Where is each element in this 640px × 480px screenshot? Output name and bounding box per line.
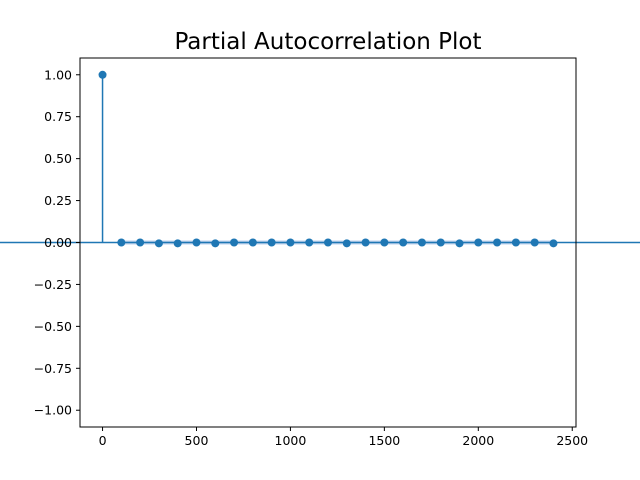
y-tick-label: 0.50	[44, 151, 72, 166]
data-point	[305, 238, 314, 247]
y-tick-label: −0.50	[34, 319, 72, 334]
x-tick-label: 2000	[462, 433, 494, 448]
x-tick-label: 0	[99, 433, 107, 448]
data-point	[324, 238, 332, 247]
data-point	[511, 238, 520, 247]
plot-area: 0 500 1000 1500 2000 2500 1.00 0.75 0.50 0.25 0.00…	[0, 57, 640, 448]
y-tick-label: 0.25	[44, 193, 72, 208]
data-point	[267, 238, 276, 247]
y-tick-label: −1.00	[34, 403, 72, 418]
data-point	[154, 239, 163, 248]
data-point	[549, 239, 558, 248]
data-point	[436, 238, 445, 247]
data-point	[192, 238, 201, 247]
data-point	[530, 238, 539, 247]
data-point	[417, 238, 426, 247]
chart-title: Partial Autocorrelation Plot	[174, 29, 481, 55]
y-tick-label: −0.25	[34, 277, 72, 292]
x-tick-label: 500	[185, 433, 209, 448]
y-tick-label: 1.00	[44, 67, 72, 82]
x-tick-label: 1000	[275, 433, 307, 448]
y-tick-label: 0.00	[44, 235, 72, 250]
y-tick-label: 0.75	[44, 109, 72, 124]
data-point	[117, 238, 126, 247]
data-point	[248, 238, 257, 247]
x-tick-label: 2500	[556, 433, 588, 448]
data-point	[173, 239, 182, 248]
data-point	[493, 238, 502, 247]
data-point	[455, 239, 464, 248]
data-point	[342, 239, 351, 248]
data-point	[211, 239, 220, 248]
data-point	[136, 238, 145, 247]
data-point	[98, 70, 107, 79]
data-point	[230, 238, 239, 247]
data-point	[380, 238, 389, 247]
data-point	[474, 238, 483, 247]
data-point	[361, 238, 370, 247]
data-point	[399, 238, 408, 247]
x-tick-label: 1500	[368, 433, 400, 448]
y-tick-label: −0.75	[34, 361, 72, 376]
data-point	[286, 238, 295, 247]
